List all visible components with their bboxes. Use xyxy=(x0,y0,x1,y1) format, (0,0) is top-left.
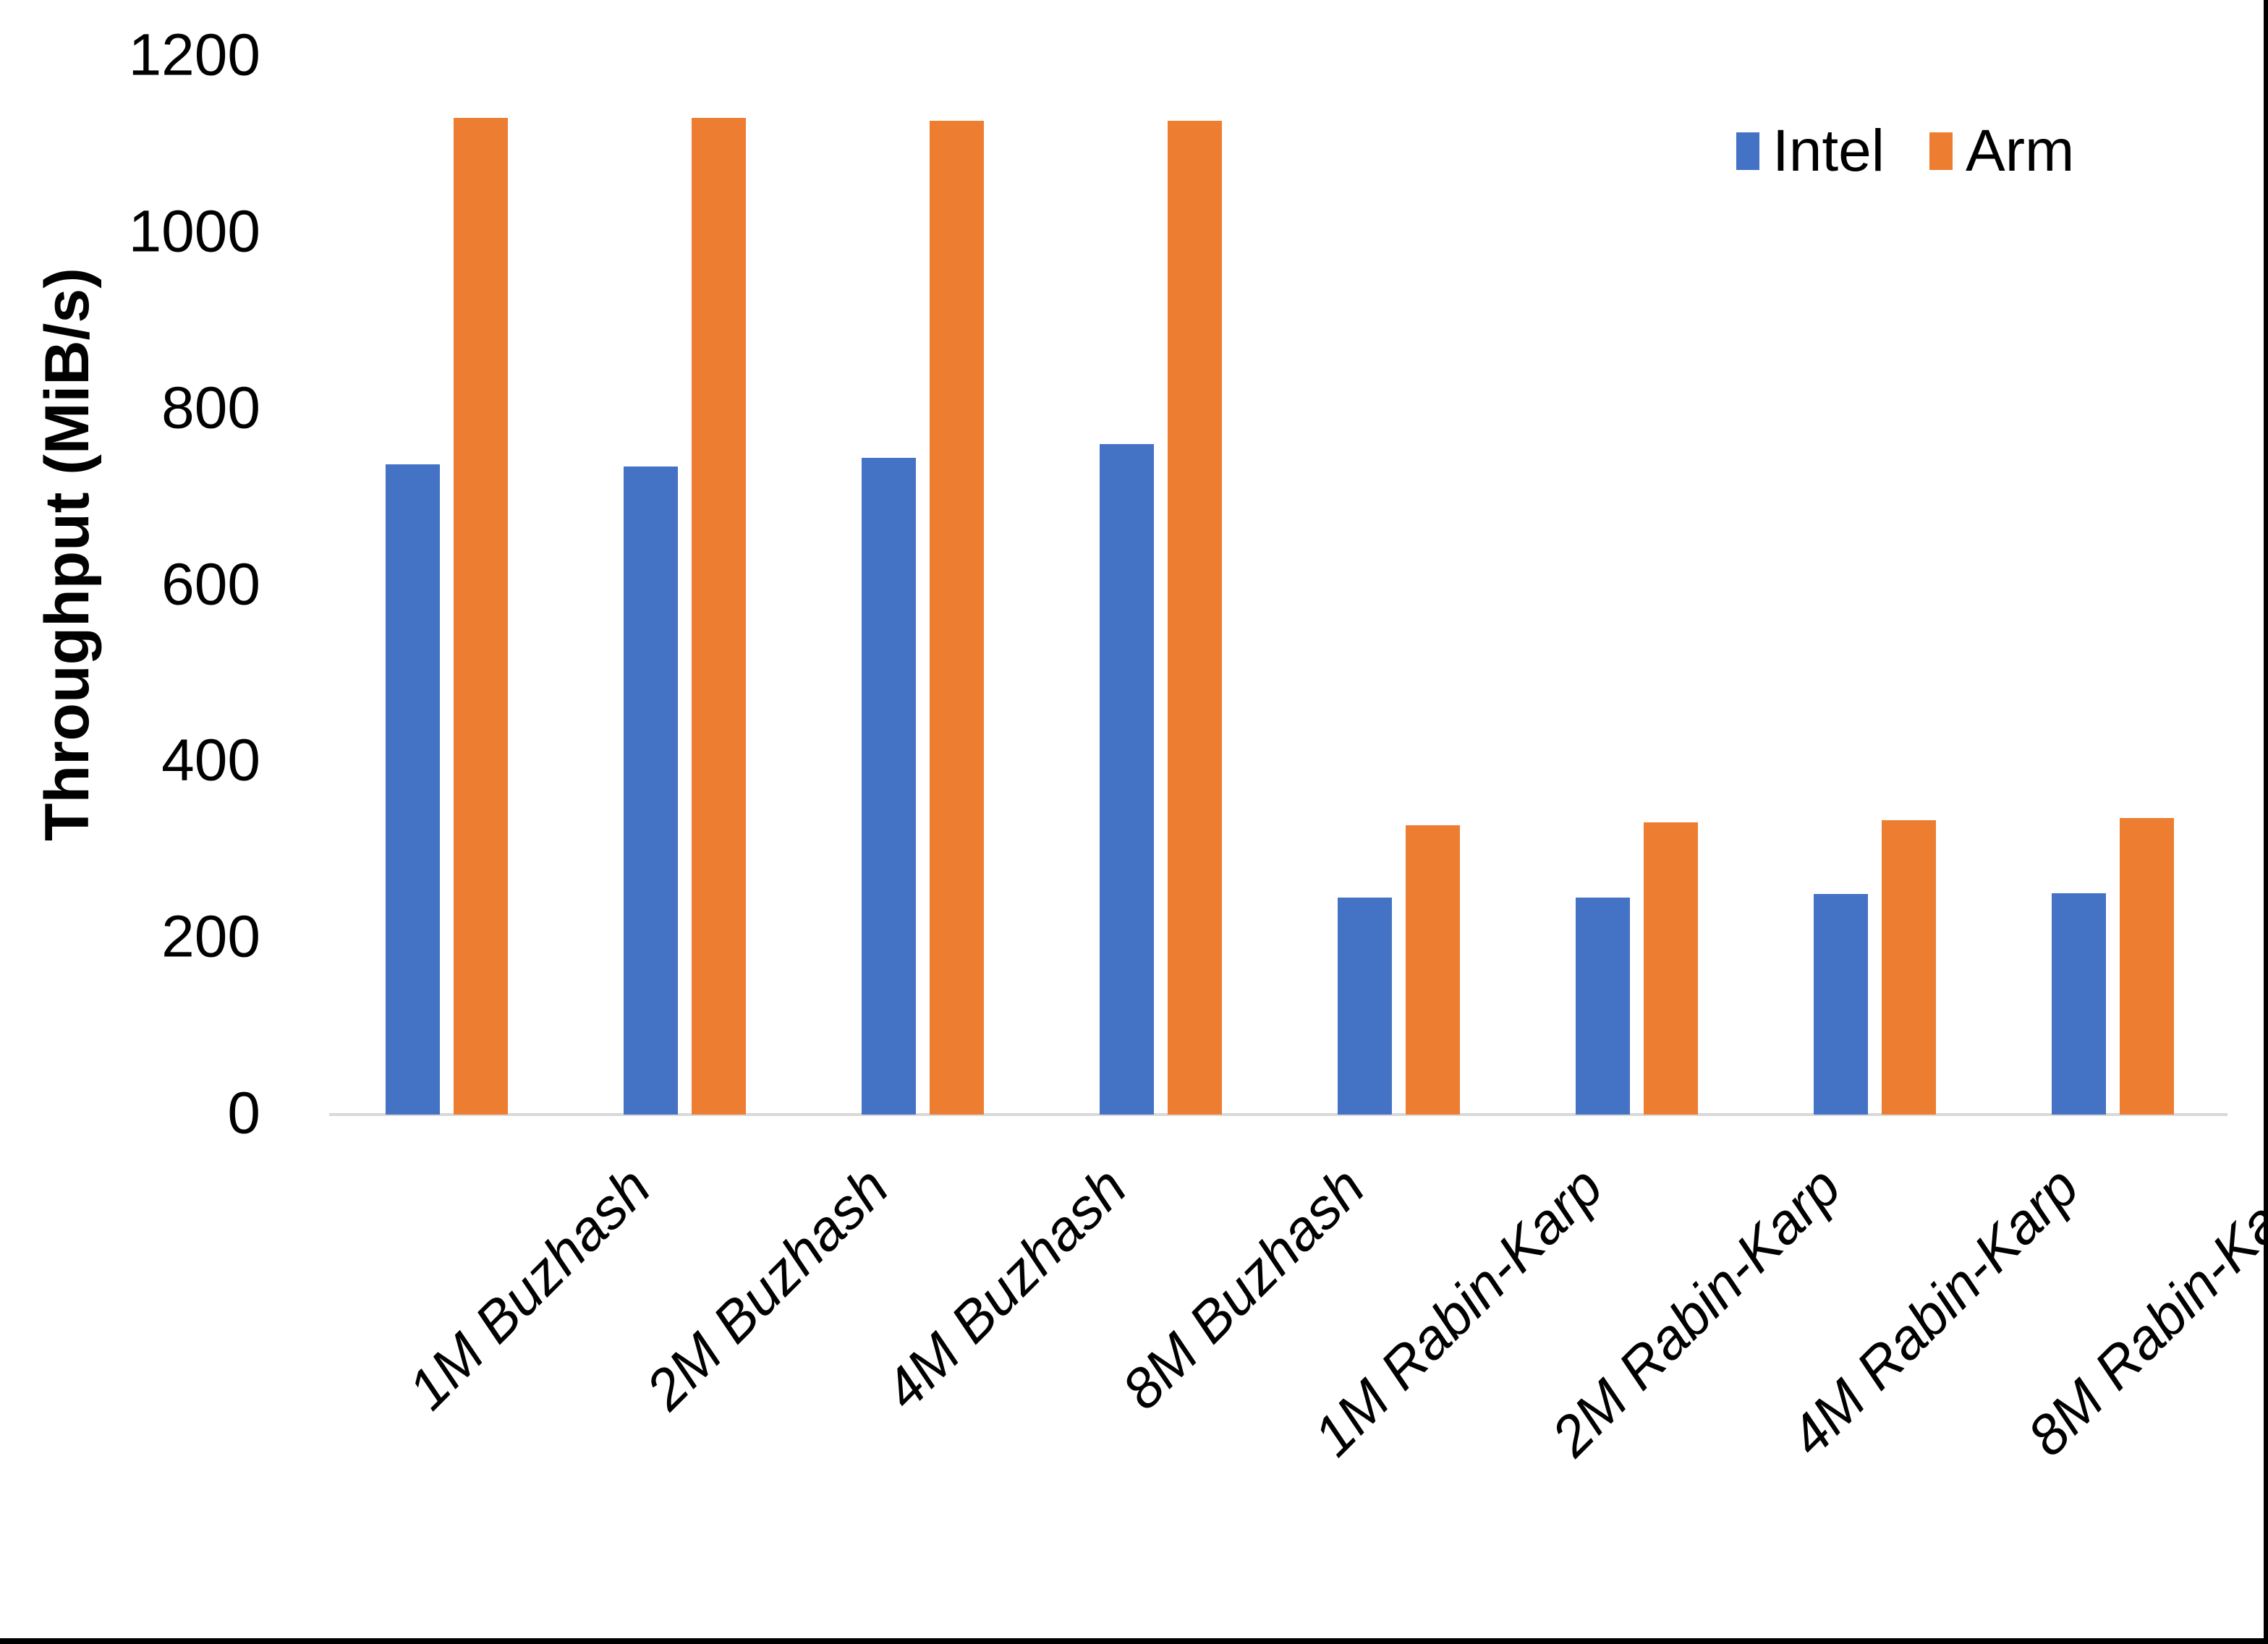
legend-swatch-arm xyxy=(1929,132,1953,170)
bar-intel-4 xyxy=(1099,444,1154,1115)
legend-label-intel: Intel xyxy=(1772,118,1885,184)
bar-arm-2 xyxy=(691,118,746,1115)
bar-arm-4 xyxy=(1167,120,1222,1115)
bar-arm-3 xyxy=(929,120,984,1115)
y-tick-label-800: 800 xyxy=(161,375,260,441)
y-tick-label-600: 600 xyxy=(161,550,260,617)
x-axis-line xyxy=(329,1113,2227,1116)
page-border-right xyxy=(2264,0,2268,1644)
legend-item-arm: Arm xyxy=(1929,122,2074,181)
bar-arm-1 xyxy=(453,118,508,1115)
y-tick-label-0: 0 xyxy=(227,1080,260,1146)
y-tick-label-200: 200 xyxy=(161,903,260,970)
y-tick-label-1000: 1000 xyxy=(128,198,260,265)
x-tick-label-4: 8M Buzhash xyxy=(1109,1154,1377,1422)
y-tick-label-1200: 1200 xyxy=(128,22,260,88)
page-border-bottom xyxy=(0,1638,2268,1644)
bar-intel-6 xyxy=(1575,898,1630,1115)
bar-arm-8 xyxy=(2119,818,2174,1115)
bar-intel-5 xyxy=(1337,898,1392,1115)
bar-intel-1 xyxy=(385,464,440,1115)
bar-intel-2 xyxy=(623,466,678,1115)
legend: Intel Arm xyxy=(1736,122,2074,181)
legend-label-arm: Arm xyxy=(1966,118,2075,184)
x-tick-label-3: 4M Buzhash xyxy=(871,1154,1139,1422)
legend-swatch-intel xyxy=(1736,132,1759,170)
bar-intel-3 xyxy=(861,457,916,1115)
bar-arm-6 xyxy=(1643,822,1698,1115)
y-tick-label-400: 400 xyxy=(161,727,260,793)
bar-arm-7 xyxy=(1881,819,1936,1115)
legend-item-intel: Intel xyxy=(1736,122,1885,181)
x-tick-label-1: 1M Buzhash xyxy=(395,1154,663,1422)
x-tick-label-7: 4M Rabin-Karp xyxy=(1777,1154,2091,1468)
bar-intel-8 xyxy=(2051,893,2106,1115)
x-tick-label-2: 2M Buzhash xyxy=(633,1154,901,1422)
bar-intel-7 xyxy=(1813,894,1868,1115)
x-tick-label-5: 1M Rabin-Karp xyxy=(1301,1154,1615,1468)
bar-arm-5 xyxy=(1405,825,1460,1115)
x-tick-label-6: 2M Rabin-Karp xyxy=(1539,1154,1853,1468)
